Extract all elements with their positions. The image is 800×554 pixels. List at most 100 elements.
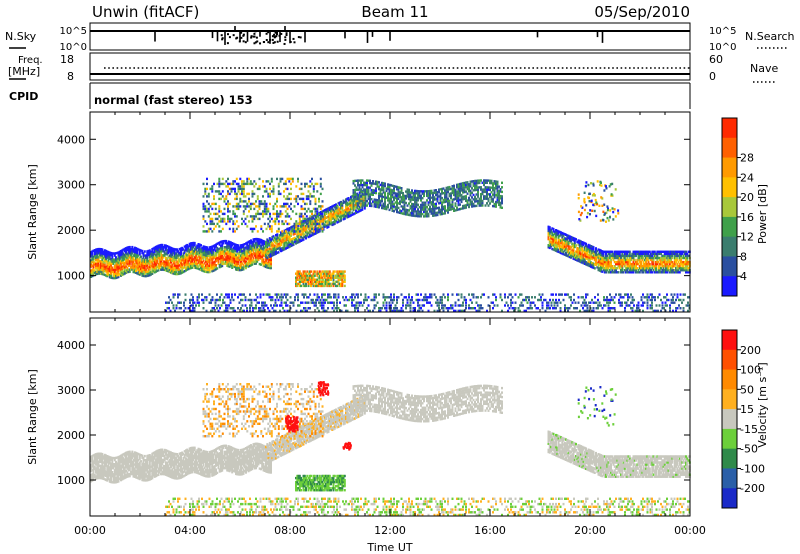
data-cell [397,193,400,196]
data-cell [227,262,230,266]
data-cell [216,222,219,226]
data-cell [333,282,336,286]
data-cell [276,212,278,216]
data-cell [158,246,161,249]
data-cell [326,280,329,283]
data-cell [218,215,221,218]
data-cell [242,180,245,183]
data-cell [230,253,232,257]
data-cell [270,258,272,262]
data-cell [206,210,208,213]
data-cell [233,265,236,269]
data-cell [195,252,197,255]
data-cell [581,245,584,248]
data-cell [153,269,156,272]
data-cell [558,243,561,246]
data-cell [347,199,350,202]
data-cell [261,249,264,252]
data-cell [272,247,275,250]
data-cell [268,260,271,264]
data-cell [341,202,344,205]
data-cell [210,258,212,261]
data-cell [248,205,250,208]
data-cell [132,260,135,263]
data-cell [280,243,282,247]
data-cell [567,234,570,238]
data-cell [220,197,222,201]
data-cell [135,257,137,260]
data-cell [101,248,104,251]
data-cell [253,260,256,263]
data-cell [474,186,476,189]
data-cell [266,256,269,260]
data-cell [191,254,194,257]
data-cell [350,208,352,211]
data-cell [313,270,316,273]
data-cell [409,191,412,194]
data-cell [474,198,476,201]
data-cell [258,242,261,245]
data-cell [590,245,592,248]
data-cell [471,196,473,199]
data-cell [558,230,561,234]
data-cell [163,268,166,272]
data-cell [300,223,302,226]
data-cell [417,194,419,197]
data-cell [293,225,296,228]
data-cell [305,224,307,228]
data-cell [227,192,229,196]
data-cell [245,264,247,268]
data-cell [231,252,234,255]
data-cell [316,274,319,277]
data-cell [436,197,439,201]
data-cell [161,266,164,269]
data-cell [256,256,259,259]
data-cell [228,259,231,262]
data-cell [295,230,298,233]
data-cell [588,250,591,253]
data-cell [570,254,572,257]
data-cell [176,256,179,259]
data-cell [200,250,202,253]
data-cell [307,278,310,281]
data-cell [388,208,391,212]
data-cell [130,266,132,269]
data-cell [265,263,267,266]
data-cell [495,184,497,188]
data-cell [275,250,277,253]
data-cell [246,264,249,267]
data-cell [133,263,136,266]
data-cell [206,248,209,251]
data-cell [215,243,217,246]
data-cell [350,195,352,199]
data-cell [387,192,389,195]
data-cell [207,248,210,251]
data-cell [228,210,231,213]
data-cell [260,225,263,228]
data-cell [116,251,119,255]
data-cell [242,264,245,267]
data-cell [318,278,321,281]
data-cell [561,238,564,241]
data-cell [558,241,561,244]
data-cell [178,264,181,267]
data-cell [106,254,109,257]
data-cell [213,202,215,206]
data-cell [551,235,554,238]
data-cell [202,265,205,269]
data-cell [472,189,475,192]
data-cell [267,248,270,251]
data-cell [490,200,493,203]
data-cell [582,255,585,259]
data-cell [214,207,217,211]
data-cell [297,222,299,226]
data-cell [262,262,265,265]
data-cell [125,253,127,256]
data-cell [373,200,376,204]
data-cell [330,212,332,215]
data-cell [121,257,124,260]
data-cell [439,210,442,214]
data-cell [390,204,392,207]
data-cell [501,202,503,205]
